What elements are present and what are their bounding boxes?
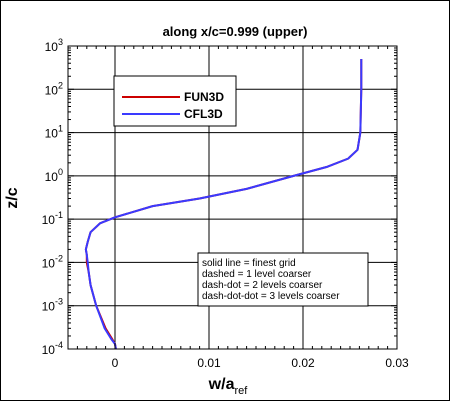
x-tick-label: 0 bbox=[112, 356, 119, 370]
legend-box bbox=[113, 75, 237, 127]
ticks: 0 0.01 0.02 0.0310-410-310-210-110010110210… bbox=[42, 37, 409, 370]
y-tick-label-exponent: 2 bbox=[58, 80, 63, 90]
annotation-line-2: dashed = 1 level coarser bbox=[202, 269, 312, 280]
y-tick-label-exponent: 1 bbox=[58, 124, 63, 134]
annotation-line-4: dash-dot-dot = 3 levels coarser bbox=[202, 291, 340, 302]
y-axis-label: z/c bbox=[4, 187, 21, 208]
y-tick-label-base: 10 bbox=[45, 83, 59, 97]
annotation-box: solid line = finest grid dashed = 1 leve… bbox=[197, 252, 369, 307]
y-tick-label: 10-2 bbox=[42, 253, 63, 270]
x-tick-label: 0.01 bbox=[197, 356, 221, 370]
y-tick-label-base: 10 bbox=[45, 40, 59, 54]
y-tick-label-exponent: -3 bbox=[55, 297, 63, 307]
series-line-cfl3d bbox=[84, 59, 363, 350]
y-tick-label-exponent: -4 bbox=[55, 340, 63, 350]
y-tick-label-exponent: -2 bbox=[55, 253, 63, 263]
y-tick-label-base: 10 bbox=[45, 170, 59, 184]
legend-label-cfl3d: CFL3D bbox=[184, 107, 223, 121]
legend: FUN3D CFL3D bbox=[113, 75, 237, 127]
x-axis-label-subscript: ref bbox=[234, 385, 248, 397]
legend-label-fun3d: FUN3D bbox=[184, 90, 224, 104]
x-axis-label: w/aref bbox=[208, 376, 249, 397]
x-tick-label: 0.03 bbox=[385, 356, 409, 370]
y-tick-label-exponent: -1 bbox=[55, 210, 63, 220]
y-tick-label-base: 10 bbox=[42, 213, 56, 227]
x-axis-label-main: w/a bbox=[208, 376, 235, 393]
y-tick-label-base: 10 bbox=[42, 256, 56, 270]
y-tick-label: 10-4 bbox=[42, 340, 63, 357]
y-tick-label: 10-3 bbox=[42, 297, 63, 314]
annotation-border bbox=[197, 252, 369, 307]
series-layer bbox=[84, 59, 363, 350]
annotation-line-3: dash-dot = 2 levels coarser bbox=[202, 280, 323, 291]
y-tick-label: 102 bbox=[45, 80, 63, 97]
y-tick-label-exponent: 3 bbox=[58, 37, 63, 47]
y-tick-label: 100 bbox=[45, 167, 63, 184]
y-tick-label-base: 10 bbox=[42, 343, 56, 357]
y-tick-label: 101 bbox=[45, 124, 63, 141]
annotation-line-1: solid line = finest grid bbox=[202, 258, 296, 269]
y-tick-label-base: 10 bbox=[42, 300, 56, 314]
x-tick-label: 0.02 bbox=[291, 356, 315, 370]
y-tick-label: 10-1 bbox=[42, 210, 63, 227]
plot-area bbox=[67, 45, 398, 350]
y-tick-label-exponent: 0 bbox=[58, 167, 63, 177]
chart-title: along x/c=0.999 (upper) bbox=[163, 24, 308, 39]
y-tick-label-base: 10 bbox=[45, 127, 59, 141]
y-tick-label: 103 bbox=[45, 37, 63, 54]
